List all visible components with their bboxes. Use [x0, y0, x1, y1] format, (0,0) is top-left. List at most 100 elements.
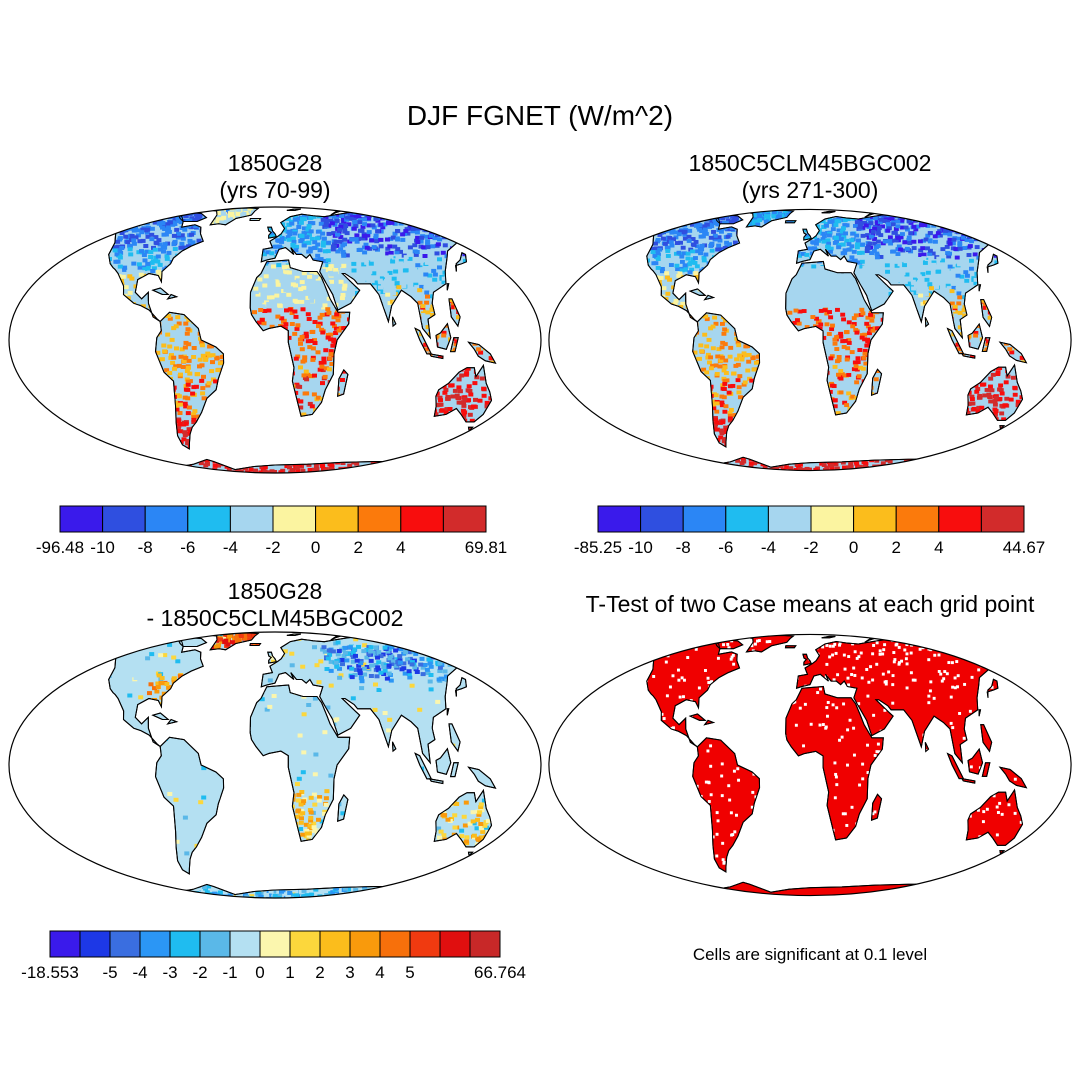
- data-cell: [348, 469, 354, 473]
- data-cell: [166, 209, 172, 214]
- data-cell: [1024, 252, 1030, 257]
- data-cell: [800, 251, 806, 256]
- data-cell: [918, 248, 924, 253]
- data-cell: [247, 349, 253, 354]
- data-cell: [350, 327, 356, 332]
- data-cell: [179, 241, 185, 246]
- data-cell: [875, 265, 880, 270]
- data-cell: [312, 373, 317, 378]
- data-cell: [455, 395, 461, 400]
- data-cell: [315, 472, 320, 473]
- data-cell: [395, 461, 400, 465]
- data-cell: [907, 213, 913, 218]
- data-cell: [792, 302, 798, 307]
- data-cell: [105, 293, 111, 298]
- data-cell: [412, 243, 418, 248]
- data-cell: [903, 225, 909, 230]
- data-cell: [787, 342, 793, 347]
- data-cell: [139, 230, 145, 235]
- data-cell: [682, 263, 688, 268]
- data-cell: [231, 224, 237, 229]
- data-cell: [725, 218, 731, 223]
- data-cell: [906, 314, 912, 319]
- data-cell: [191, 443, 197, 448]
- data-cell: [115, 244, 121, 249]
- data-cell: [395, 237, 401, 242]
- data-cell: [388, 213, 394, 218]
- data-cell: [143, 244, 149, 248]
- data-cell: [277, 213, 283, 218]
- data-cell: [1028, 236, 1034, 241]
- data-cell: [860, 366, 866, 371]
- data-cell: [855, 242, 860, 247]
- data-cell: [115, 239, 121, 244]
- data-cell: [312, 341, 318, 345]
- data-cell: [982, 220, 988, 225]
- data-cell: [682, 232, 688, 237]
- data-cell: [1005, 248, 1011, 252]
- data-cell: [712, 218, 718, 222]
- data-cell: [338, 302, 344, 307]
- data-cell: [690, 237, 696, 241]
- data-cell: [875, 336, 881, 340]
- data-cell: [465, 388, 471, 393]
- data-cell: [121, 213, 127, 217]
- data-cell: [161, 469, 167, 473]
- data-cell: [349, 356, 355, 360]
- data-cell: [872, 226, 878, 231]
- data-cell: [464, 371, 470, 376]
- data-cell: [265, 250, 271, 255]
- data-cell: [457, 327, 463, 332]
- data-cell: [149, 260, 155, 265]
- data-cell: [736, 390, 742, 395]
- data-cell: [424, 436, 430, 441]
- data-cell: [155, 211, 161, 216]
- data-cell: [438, 210, 444, 215]
- data-cell: [863, 280, 868, 285]
- data-cell: [640, 222, 646, 227]
- data-cell: [360, 285, 366, 290]
- data-cell: [860, 242, 866, 247]
- data-cell: [685, 256, 691, 261]
- data-cell: [459, 237, 465, 242]
- data-cell: [227, 472, 233, 473]
- data-cell: [930, 296, 936, 301]
- data-cell: [444, 421, 450, 426]
- data-cell: [619, 229, 623, 234]
- data-cell: [308, 215, 314, 220]
- data-cell: [292, 415, 298, 420]
- data-cell: [723, 425, 729, 430]
- data-cell: [436, 467, 442, 472]
- data-cell: [868, 312, 874, 317]
- data-cell: [271, 455, 277, 460]
- data-cell: [982, 217, 988, 222]
- data-cell: [984, 227, 990, 232]
- data-cell: [182, 345, 188, 350]
- data-cell: [433, 300, 439, 305]
- data-cell: [228, 471, 234, 473]
- data-cell: [879, 331, 885, 336]
- data-cell: [920, 217, 926, 222]
- data-cell: [960, 217, 966, 222]
- data-cell: [657, 218, 663, 223]
- data-cell: [657, 247, 663, 252]
- data-cell: [953, 280, 959, 285]
- data-cell: [413, 310, 419, 315]
- data-cell: [103, 243, 109, 248]
- data-cell: [179, 233, 185, 238]
- data-cell: [135, 471, 141, 473]
- data-cell: [705, 352, 711, 357]
- data-cell: [459, 373, 465, 378]
- data-cell: [340, 378, 345, 382]
- data-cell: [300, 417, 306, 422]
- data-cell: [437, 298, 443, 303]
- data-cell: [142, 215, 148, 219]
- data-cell: [183, 421, 189, 426]
- data-cell: [234, 472, 240, 473]
- data-cell: [361, 209, 367, 214]
- data-cell: [750, 412, 756, 417]
- data-cell: [97, 213, 102, 218]
- data-cell: [270, 334, 276, 339]
- data-cell: [964, 278, 970, 283]
- data-cell: [841, 345, 847, 349]
